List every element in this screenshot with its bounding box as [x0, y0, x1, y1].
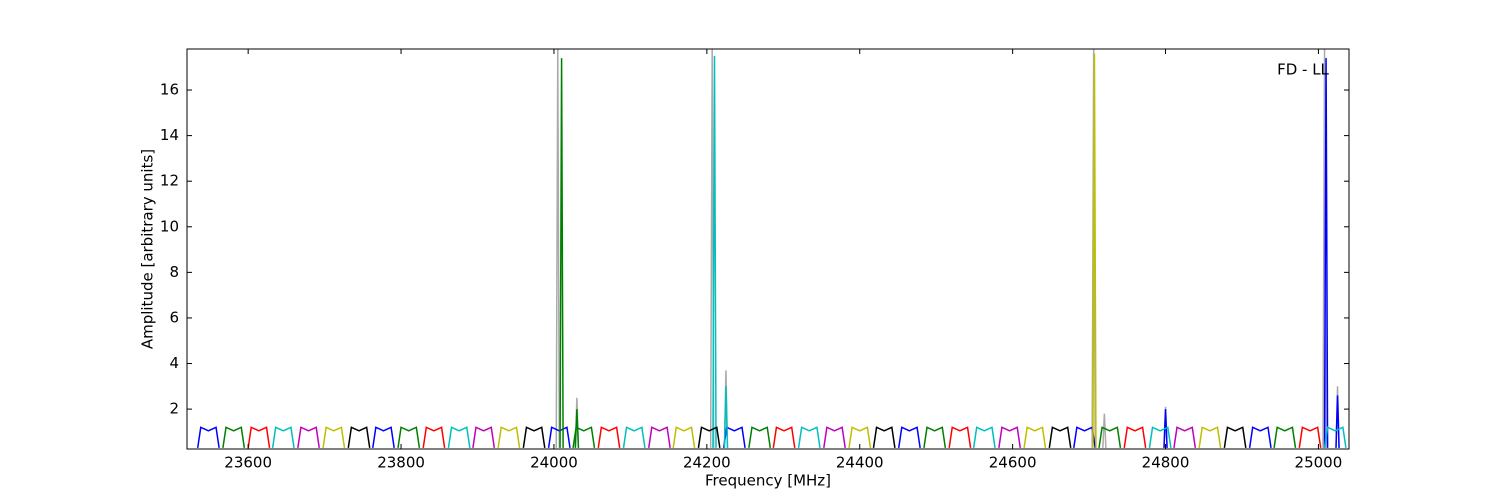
y-axis-label: Amplitude [arbitrary units]: [139, 149, 157, 349]
series-line: [322, 53, 1222, 448]
x-tick-label: 23800: [377, 454, 425, 472]
series-line: [247, 426, 1322, 448]
x-tick-label: 25000: [1295, 454, 1343, 472]
x-tick-label: 23600: [224, 454, 272, 472]
y-tick-label: 10: [160, 217, 179, 235]
series-line: [222, 58, 1297, 448]
ticks: [187, 49, 1349, 449]
series-line: [297, 426, 1197, 448]
x-tick-label: 24800: [1142, 454, 1190, 472]
series-group: [196, 48, 1347, 448]
x-tick-label: 24000: [530, 454, 578, 472]
y-tick-label: 4: [169, 354, 179, 372]
x-axis-label: Frequency [MHz]: [705, 472, 831, 490]
axes-frame: [186, 48, 1350, 450]
y-tick-label: 12: [160, 172, 179, 190]
y-tick-label: 16: [160, 81, 179, 99]
x-tick-label: 24600: [989, 454, 1037, 472]
series-line: [271, 55, 1347, 448]
plot-area: [187, 49, 1349, 449]
series-line: [196, 58, 1340, 448]
annotation: FD - LL: [1277, 61, 1329, 79]
y-tick-label: 14: [160, 126, 179, 144]
x-tick-label: 24400: [836, 454, 884, 472]
x-tick-label: 24200: [683, 454, 731, 472]
y-tick-label: 8: [169, 263, 179, 281]
y-tick-label: 2: [169, 400, 179, 418]
y-tick-label: 6: [169, 308, 179, 326]
series-line: [347, 426, 1247, 448]
